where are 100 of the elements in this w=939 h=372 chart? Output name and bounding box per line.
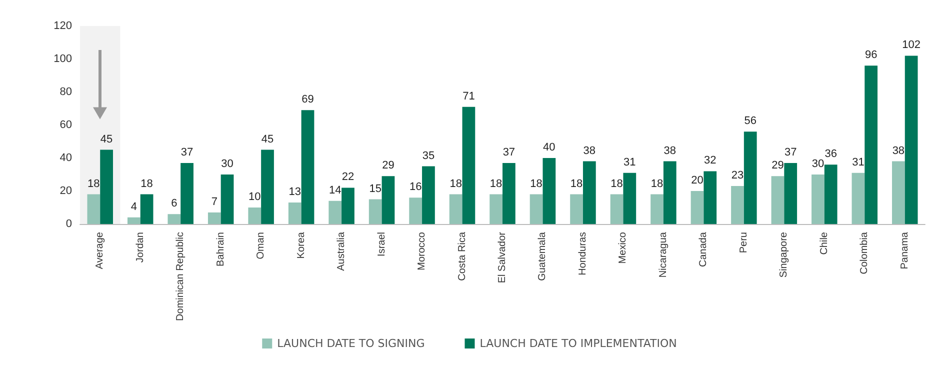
bar — [623, 172, 636, 224]
bar — [650, 194, 664, 224]
bar — [422, 166, 435, 224]
bar — [582, 161, 596, 224]
y-tick-label: 20 — [60, 185, 72, 197]
data-label: 35 — [422, 150, 435, 162]
x-tick-label: Bahrain — [215, 232, 226, 266]
data-label: 18 — [530, 178, 542, 190]
bar — [382, 176, 395, 224]
data-label: 18 — [140, 178, 153, 190]
x-tick-label: Costa Rica — [456, 232, 468, 281]
data-label: 15 — [369, 182, 382, 195]
bar — [731, 186, 744, 224]
x-tick-label: Jordan — [134, 232, 146, 263]
x-tick-label: Average — [94, 232, 106, 270]
data-label: 20 — [691, 174, 704, 186]
data-label: 18 — [610, 178, 623, 190]
data-label: 13 — [288, 186, 301, 198]
bar — [490, 194, 502, 224]
data-label: 37 — [502, 146, 516, 158]
bar — [690, 191, 704, 224]
data-label: 38 — [583, 144, 596, 157]
bar — [288, 202, 302, 224]
x-tick-label: Chile — [818, 232, 830, 255]
y-tick-label: 80 — [60, 86, 72, 98]
y-tick-label: 120 — [54, 20, 72, 32]
bar — [462, 106, 476, 224]
x-tick-label: Korea — [296, 232, 307, 259]
bar — [409, 198, 422, 224]
bar — [704, 171, 717, 224]
data-label: 14 — [328, 184, 342, 196]
data-label: 37 — [784, 146, 797, 158]
data-label: 10 — [248, 191, 261, 203]
bar — [100, 150, 113, 224]
data-label: 71 — [462, 90, 475, 102]
legend-label: LAUNCH DATE TO IMPLEMENTATION — [480, 337, 677, 350]
y-tick-label: 0 — [66, 218, 72, 230]
bar — [744, 132, 757, 224]
bar — [610, 194, 624, 224]
bar — [127, 217, 140, 224]
bar — [502, 162, 516, 224]
bar — [864, 66, 878, 224]
legend-label: LAUNCH DATE TO SIGNING — [277, 337, 425, 350]
data-label: 38 — [892, 144, 905, 157]
data-label: 18 — [450, 178, 462, 190]
data-label: 38 — [664, 144, 676, 157]
data-label: 69 — [302, 94, 314, 106]
data-label: 6 — [171, 198, 178, 210]
bar — [140, 194, 154, 224]
x-tick-label: El Salvador — [497, 231, 508, 284]
x-tick-label: Colombia — [859, 232, 870, 274]
bar — [208, 212, 221, 224]
bar — [342, 188, 354, 224]
data-label: 30 — [221, 158, 234, 170]
x-tick-label: Mexico — [618, 232, 629, 264]
x-tick-label: Guatemala — [537, 232, 548, 281]
y-tick-label: 100 — [54, 53, 72, 65]
bar — [261, 150, 274, 224]
x-tick-label: Panama — [899, 232, 910, 270]
x-tick-label: Nicaragua — [658, 232, 669, 278]
data-label: 18 — [88, 178, 100, 190]
bar — [784, 162, 798, 224]
bar — [301, 110, 314, 224]
x-tick-label: Oman — [256, 232, 267, 260]
x-tick-label: Singapore — [778, 232, 790, 278]
x-tick-label: Canada — [698, 232, 710, 268]
data-label: 56 — [744, 115, 756, 128]
bar — [570, 194, 583, 224]
bar — [248, 208, 262, 224]
bar — [220, 174, 234, 224]
data-label: 37 — [180, 146, 194, 158]
data-label: 29 — [772, 160, 784, 172]
x-tick-label: Morocco — [416, 232, 428, 270]
bar — [328, 200, 342, 224]
data-label: 31 — [852, 156, 864, 168]
data-label: 18 — [570, 178, 583, 190]
data-label: 36 — [824, 148, 837, 160]
data-label: 18 — [650, 178, 664, 190]
bar — [368, 199, 382, 224]
data-label: 18 — [490, 178, 502, 190]
bar — [168, 214, 181, 224]
bar — [542, 158, 556, 224]
y-tick-label: 40 — [60, 152, 72, 164]
data-label: 29 — [382, 160, 394, 172]
data-label: 4 — [130, 200, 137, 213]
data-label: 102 — [902, 39, 920, 52]
bar — [771, 176, 784, 224]
bar — [812, 174, 824, 224]
bar — [180, 162, 194, 224]
bar — [852, 172, 865, 224]
data-label: 7 — [211, 196, 218, 208]
data-label: 96 — [864, 49, 878, 62]
data-label: 45 — [100, 133, 113, 146]
x-tick-label: Peru — [738, 232, 750, 254]
data-label: 16 — [409, 181, 422, 194]
x-tick-label: Australia — [336, 232, 348, 271]
data-label: 45 — [261, 133, 274, 146]
bar — [663, 161, 676, 224]
x-tick-label: Dominican Republic — [175, 232, 186, 321]
bar — [824, 164, 838, 224]
